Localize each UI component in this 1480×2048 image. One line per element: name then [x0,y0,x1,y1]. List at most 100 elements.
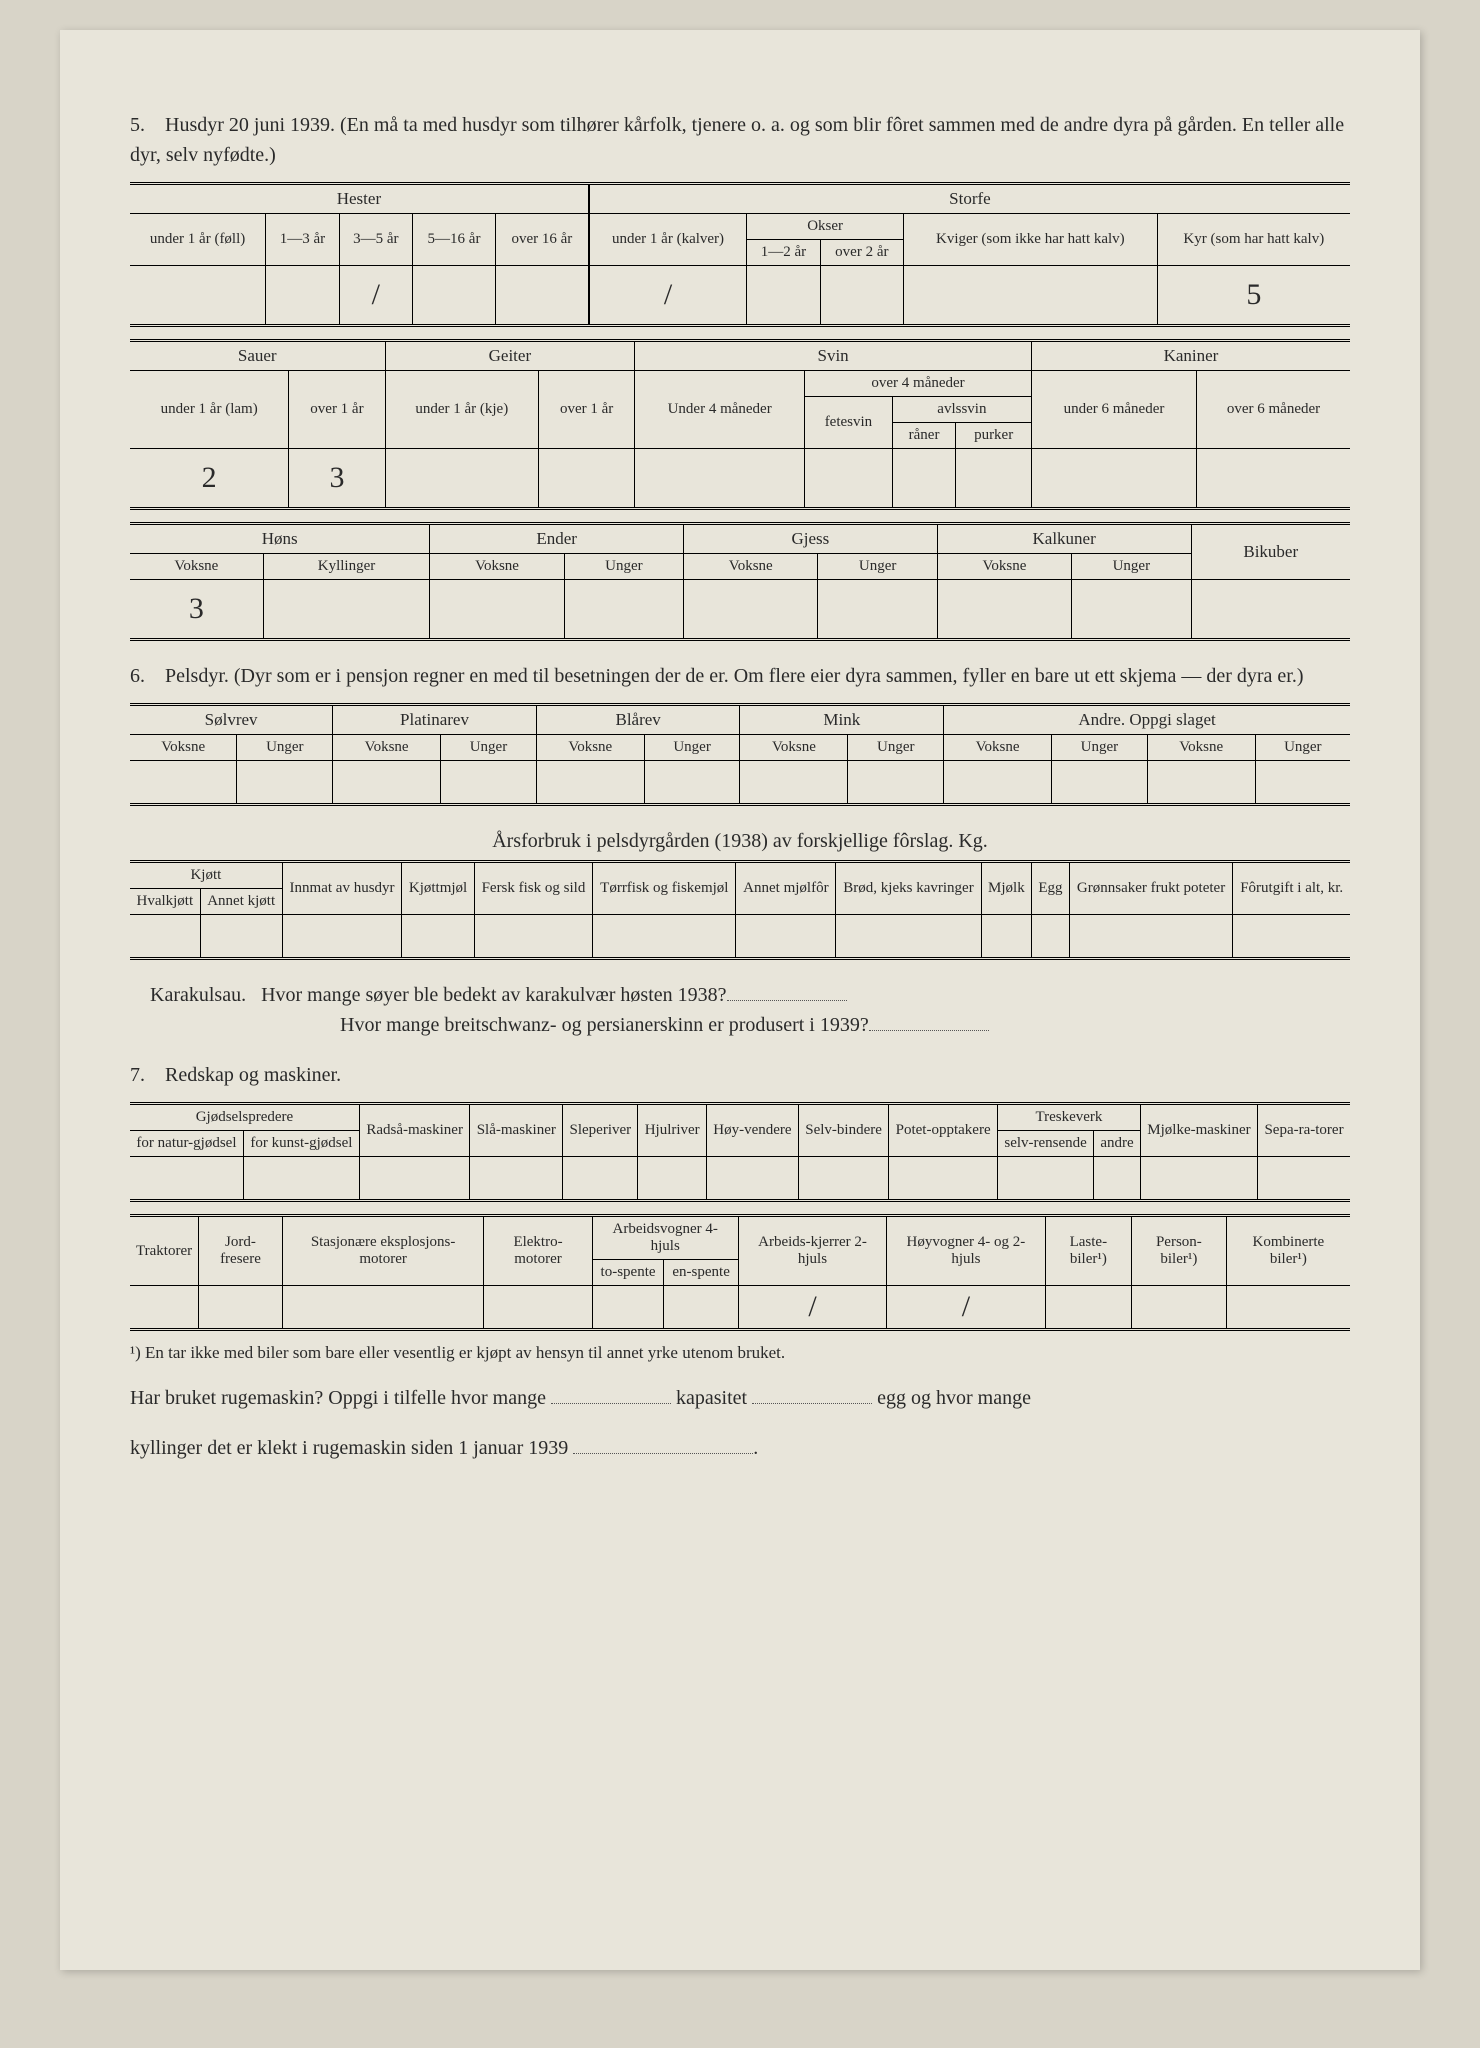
cell[interactable] [237,761,333,805]
cell[interactable] [736,915,836,959]
h: Treskeverk [998,1104,1141,1131]
fill-field[interactable] [869,1010,989,1031]
cell[interactable] [592,1286,664,1330]
h-516: 5—16 år [413,214,496,266]
h-voksne: Voksne [130,554,263,580]
cell[interactable] [1258,1157,1350,1201]
h: Fersk fisk og sild [474,862,592,915]
cell[interactable] [266,266,339,326]
cell[interactable] [536,761,644,805]
fill-field[interactable] [727,980,847,1001]
h-geiter: Geiter [385,341,635,371]
cell[interactable] [130,1286,199,1330]
cell[interactable] [664,1286,738,1330]
cell[interactable] [430,580,564,640]
cell[interactable] [1069,915,1233,959]
table-arsforbruk: Kjøtt Innmat av husdyr Kjøttmjøl Fersk f… [130,860,1350,960]
cell[interactable] [1052,761,1148,805]
cell[interactable] [484,1286,592,1330]
cell[interactable] [684,580,818,640]
cell[interactable] [385,449,539,509]
cell[interactable] [1094,1157,1141,1201]
cell[interactable] [333,761,441,805]
cell[interactable] [937,580,1071,640]
cell[interactable] [470,1157,563,1201]
cell[interactable] [1226,1286,1350,1330]
cell[interactable] [1191,580,1350,640]
cell[interactable] [130,1157,243,1201]
h-13: 1—3 år [266,214,339,266]
cell[interactable] [441,761,537,805]
cell[interactable] [706,1157,798,1201]
cell[interactable] [889,1157,998,1201]
fill-field[interactable] [752,1383,872,1404]
cell[interactable] [263,580,430,640]
cell[interactable] [805,449,893,509]
cell[interactable] [413,266,496,326]
cell[interactable] [998,1157,1094,1201]
cell[interactable] [892,449,956,509]
cell[interactable] [539,449,635,509]
h-bikuber: Bikuber [1191,524,1350,580]
cell[interactable] [282,1286,484,1330]
cell[interactable]: 3 [130,580,263,640]
cell[interactable] [130,266,266,326]
cell[interactable] [495,266,588,326]
cell[interactable]: / [738,1286,886,1330]
cell[interactable] [199,1286,283,1330]
cell[interactable] [1072,580,1191,640]
cell[interactable]: / [339,266,412,326]
cell[interactable]: / [887,1286,1046,1330]
cell[interactable] [200,915,282,959]
cell[interactable] [564,580,683,640]
cell[interactable]: / [589,266,747,326]
cell[interactable] [644,761,740,805]
cell[interactable] [956,449,1032,509]
cell[interactable] [1045,1286,1131,1330]
section-5-title: Husdyr 20 juni 1939. (En må ta med husdy… [130,114,1344,166]
cell[interactable] [359,1157,469,1201]
fill-field[interactable] [551,1383,671,1404]
cell[interactable] [635,449,805,509]
cell[interactable]: 3 [289,449,385,509]
cell[interactable]: 2 [130,449,289,509]
cell[interactable] [1197,449,1351,509]
karakul-label: Karakulsau. [150,984,246,1006]
h: Traktorer [130,1216,199,1286]
cell[interactable] [638,1157,707,1201]
text: Har bruket rugemaskin? Oppgi i tilfelle … [130,1387,546,1409]
cell[interactable] [740,761,848,805]
cell[interactable] [1132,1286,1227,1330]
text: kyllinger det er klekt i rugemaskin side… [130,1437,568,1459]
cell[interactable] [818,580,937,640]
cell[interactable] [1255,761,1350,805]
cell[interactable] [593,915,736,959]
cell[interactable] [904,266,1158,326]
cell[interactable] [474,915,592,959]
cell[interactable] [836,915,981,959]
karakul-q2: Hvor mange breitschwanz- og persianerski… [340,1014,869,1036]
cell[interactable] [1032,915,1070,959]
cell[interactable] [402,915,474,959]
h: Laste-biler¹) [1045,1216,1131,1286]
cell[interactable] [820,266,903,326]
cell[interactable] [243,1157,359,1201]
cell[interactable] [130,915,200,959]
cell[interactable] [944,761,1052,805]
fill-field[interactable] [573,1433,753,1454]
h-under1kje: under 1 år (kje) [385,371,539,449]
cell[interactable] [1233,915,1350,959]
cell[interactable] [981,915,1031,959]
cell[interactable] [747,266,820,326]
h-unger2: Unger [818,554,937,580]
cell[interactable] [1031,449,1196,509]
cell[interactable] [282,915,402,959]
cell[interactable] [798,1157,888,1201]
cell[interactable] [1140,1157,1257,1201]
cell[interactable] [848,761,944,805]
cell[interactable] [563,1157,638,1201]
cell[interactable] [130,761,237,805]
cell[interactable]: 5 [1157,266,1350,326]
cell[interactable] [1147,761,1255,805]
h: Potet-opptakere [889,1104,998,1157]
